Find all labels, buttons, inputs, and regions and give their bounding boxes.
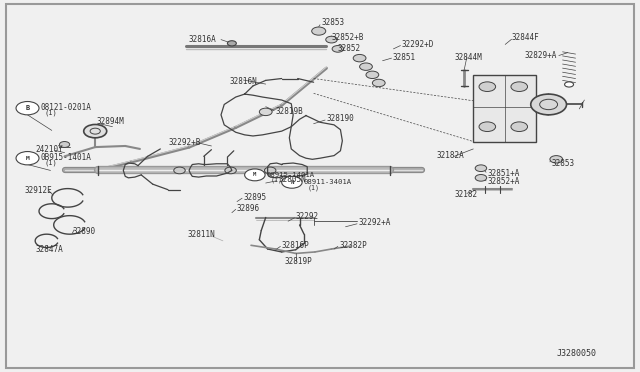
Text: 32816P: 32816P [282, 241, 309, 250]
Text: 32292: 32292 [296, 212, 319, 221]
Text: 32819P: 32819P [284, 257, 312, 266]
Circle shape [564, 82, 573, 87]
Text: 08915-1401A: 08915-1401A [266, 172, 314, 178]
Circle shape [372, 79, 385, 87]
Text: 32851+A: 32851+A [487, 169, 520, 177]
Text: 32811N: 32811N [187, 230, 215, 240]
Text: 08911-3401A: 08911-3401A [303, 179, 351, 185]
Text: N: N [291, 180, 294, 185]
Circle shape [511, 82, 527, 92]
Circle shape [282, 176, 302, 188]
Text: 32890: 32890 [72, 227, 95, 236]
Circle shape [479, 82, 495, 92]
Text: 32847A: 32847A [36, 245, 63, 254]
Circle shape [326, 36, 337, 43]
Circle shape [475, 165, 486, 171]
Text: 32853: 32853 [321, 19, 344, 28]
Text: 32805N: 32805N [278, 175, 307, 184]
Text: 08121-0201A: 08121-0201A [41, 103, 92, 112]
Text: 32816N: 32816N [229, 77, 257, 86]
Text: 32852: 32852 [338, 44, 361, 52]
Text: 32182: 32182 [454, 190, 477, 199]
Text: (1): (1) [44, 109, 57, 116]
Text: (1): (1) [44, 159, 57, 166]
Circle shape [360, 63, 372, 70]
Text: J3280050: J3280050 [556, 349, 596, 358]
FancyBboxPatch shape [473, 75, 536, 141]
Text: 32816A: 32816A [189, 35, 216, 44]
Text: 32844F: 32844F [511, 33, 540, 42]
Text: 32851: 32851 [393, 52, 416, 61]
Text: 32896: 32896 [237, 204, 260, 213]
Text: 328190: 328190 [326, 114, 354, 123]
Circle shape [550, 155, 563, 163]
Circle shape [353, 54, 366, 62]
Text: M: M [26, 156, 29, 161]
Circle shape [84, 125, 107, 138]
Circle shape [173, 167, 185, 174]
Text: 32844M: 32844M [454, 52, 482, 61]
Text: 32852+B: 32852+B [332, 33, 364, 42]
Circle shape [479, 122, 495, 132]
Text: 32292+A: 32292+A [358, 218, 390, 227]
Text: 32894M: 32894M [97, 117, 124, 126]
Circle shape [264, 167, 276, 174]
Circle shape [312, 27, 326, 35]
Text: M: M [253, 172, 257, 177]
Circle shape [366, 71, 379, 78]
Text: 32292+B: 32292+B [168, 138, 200, 147]
Circle shape [16, 102, 39, 115]
Text: 32819B: 32819B [275, 108, 303, 116]
Text: 32292+D: 32292+D [402, 40, 434, 49]
Circle shape [16, 151, 39, 165]
Circle shape [244, 169, 265, 181]
Text: 0B915-1401A: 0B915-1401A [41, 153, 92, 162]
Circle shape [227, 41, 236, 46]
Circle shape [531, 94, 566, 115]
Circle shape [60, 141, 70, 147]
Text: 32852+A: 32852+A [487, 177, 520, 186]
Text: (1): (1) [307, 184, 319, 191]
Text: 32895: 32895 [243, 193, 266, 202]
Text: 32182A: 32182A [436, 151, 464, 160]
Circle shape [332, 45, 344, 52]
Text: 32829+A: 32829+A [524, 51, 557, 60]
Text: B: B [26, 105, 29, 111]
Text: 32912E: 32912E [25, 186, 52, 195]
Text: (1): (1) [270, 177, 282, 183]
Circle shape [259, 108, 272, 116]
Circle shape [511, 122, 527, 132]
Text: 32382P: 32382P [339, 241, 367, 250]
Circle shape [225, 167, 236, 174]
Circle shape [475, 174, 486, 181]
Text: 32853: 32853 [551, 158, 574, 167]
Text: 24210Y: 24210Y [36, 145, 63, 154]
